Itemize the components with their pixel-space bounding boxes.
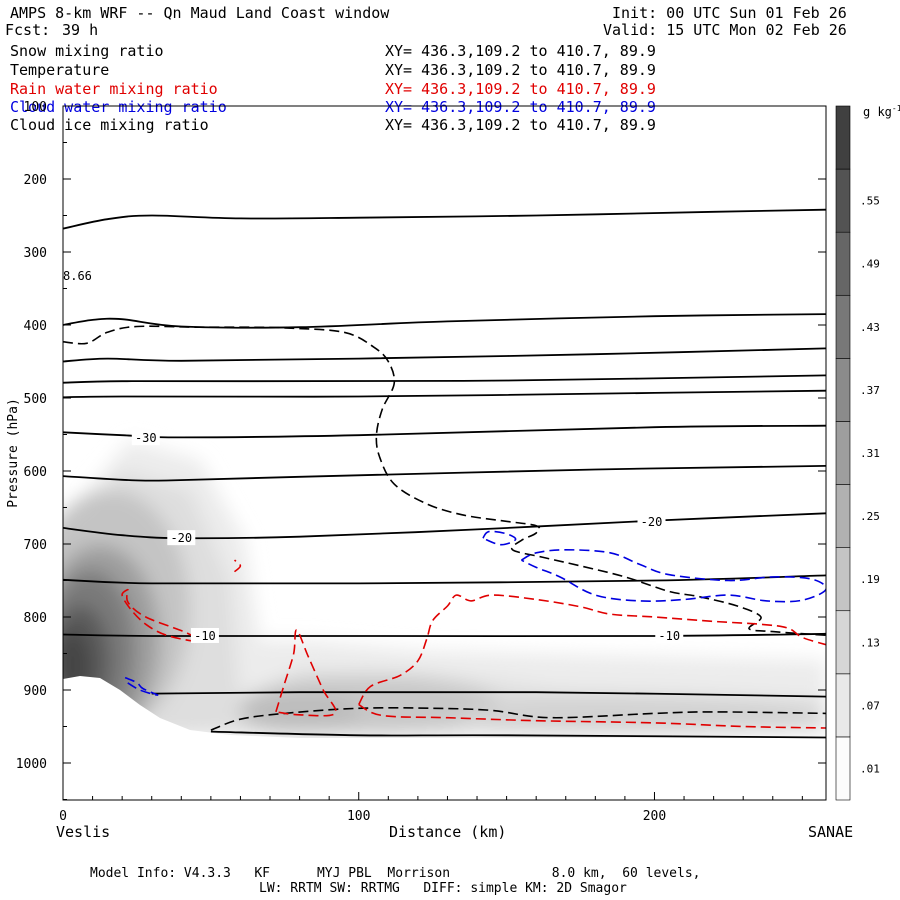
- temp-label-4: -10: [658, 629, 680, 643]
- isotherm-8: [63, 574, 826, 585]
- field-cloudice-name: Cloud ice mixing ratio: [10, 116, 209, 134]
- colorbar-label-5: .31: [860, 447, 880, 460]
- isotherm-0: [63, 208, 826, 230]
- y-tick-label-500: 500: [24, 392, 47, 407]
- terrain: [63, 676, 826, 800]
- y-tick-label-200: 200: [24, 173, 47, 188]
- x-axis-title: Distance (km): [389, 823, 507, 841]
- isotherm-4: [63, 389, 826, 399]
- colorbar-bin-6: [835, 358, 851, 422]
- field-rain-xy: XY= 436.3,109.2 to 410.7, 89.9: [385, 80, 656, 98]
- temp-label-2: -20: [641, 515, 663, 529]
- colorbar-label-4: .25: [860, 510, 880, 523]
- colorbar-label-8: .49: [860, 258, 880, 271]
- colorbar-label-0: .01: [860, 762, 880, 775]
- colorbar-unit: g kg-1: [863, 104, 900, 119]
- colorbar-label-7: .43: [860, 321, 880, 334]
- field-snow-xy: XY= 436.3,109.2 to 410.7, 89.9: [385, 42, 656, 60]
- colorbar-bin-5: [835, 421, 851, 485]
- colorbar: .01 .07 .13 .19 .25 .31 .37 .43 .49 .55: [835, 105, 880, 801]
- rain-contour-2: [275, 629, 337, 717]
- x-tick-label-100: 100: [347, 809, 370, 824]
- x-tick-label-200: 200: [643, 809, 666, 824]
- cloud-water-contour-0: [482, 530, 517, 546]
- field-temp-name: Temperature: [10, 61, 110, 79]
- temp-label-bg-3: [190, 627, 219, 643]
- y-tick-label-400: 400: [24, 319, 47, 334]
- isotherm-5: [63, 424, 826, 439]
- valid-time: Valid: 15 UTC Mon 02 Feb 26: [603, 21, 847, 39]
- temp-label-3: -10: [194, 629, 216, 643]
- footer-line2: LW: RRTM SW: RRTMG DIFF: simple KM: 2D S…: [259, 881, 627, 896]
- y-tick-label-800: 800: [24, 611, 47, 626]
- y-tick-label-900: 900: [24, 684, 47, 699]
- temp-label-bg-4: [655, 627, 684, 643]
- isotherm-6: [63, 465, 826, 482]
- colorbar-bin-1: [835, 673, 851, 738]
- y-tick-label-300: 300: [24, 246, 47, 261]
- forecast-label: Fcst:: [5, 21, 51, 39]
- y-tick-label-600: 600: [24, 465, 47, 480]
- init-time: Init: 00 UTC Sun 01 Feb 26: [612, 4, 847, 22]
- colorbar-label-3: .19: [860, 573, 880, 586]
- colorbar-label-2: .13: [860, 636, 880, 649]
- colorbar-bin-0: [835, 736, 851, 801]
- forecast-value: 39 h: [62, 21, 99, 39]
- isotherm-1: [63, 313, 826, 329]
- colorbar-label-9: .55: [860, 195, 880, 208]
- cloud-ice-contour-2: [210, 706, 826, 731]
- rain-contour-1: [233, 559, 242, 573]
- temp-label-1: -20: [170, 531, 192, 545]
- x-endpoint-left: Veslis: [56, 823, 111, 841]
- footer-line1: Model Info: V4.3.3 KF MYJ PBL Morrison 8…: [90, 866, 701, 881]
- y-tick-label-1000: 1000: [16, 757, 47, 772]
- colorbar-bin-3: [835, 547, 851, 612]
- colorbar-bin-10: [835, 105, 851, 170]
- plot-frame: [62, 105, 827, 801]
- colorbar-label-6: .37: [860, 384, 880, 397]
- y-axis-title: Pressure (hPa): [6, 398, 21, 508]
- temp-label-bg-1: [167, 530, 196, 546]
- temp-label-bg-2: [637, 514, 666, 530]
- rain-contour-4: [358, 703, 826, 729]
- cloud-water-contour-2: [124, 676, 159, 696]
- y-tick-label-100: 100: [24, 100, 47, 115]
- isotherm-7: [63, 512, 826, 540]
- field-cloudice-xy: XY= 436.3,109.2 to 410.7, 89.9: [385, 116, 656, 134]
- field-cloudwater-name: Cloud water mixing ratio: [10, 98, 227, 116]
- colorbar-bin-2: [835, 610, 851, 675]
- rain-contour-3: [358, 594, 826, 706]
- field-cloudwater-xy: XY= 436.3,109.2 to 410.7, 89.9: [385, 98, 656, 116]
- temp-label-bg-0: [131, 430, 160, 446]
- chart-title: AMPS 8-km WRF -- Qn Maud Land Coast wind…: [10, 4, 390, 22]
- colorbar-bin-7: [835, 294, 851, 359]
- cloud-ice-contour: [63, 325, 826, 637]
- isotherm-3: [63, 374, 826, 384]
- colorbar-bin-8: [835, 231, 851, 296]
- isotherm-11: [210, 730, 826, 739]
- colorbar-bin-9: [835, 168, 851, 233]
- x-endpoint-right: SANAE: [808, 823, 854, 841]
- colorbar-bin-4: [835, 484, 851, 548]
- field-temp-xy: XY= 436.3,109.2 to 410.7, 89.9: [385, 61, 656, 79]
- x-tick-label-0: 0: [59, 809, 67, 824]
- temp-label-0: -30: [135, 431, 157, 445]
- field-rain-name: Rain water mixing ratio: [10, 80, 218, 98]
- y-tick-label-700: 700: [24, 538, 47, 553]
- isotherm-9: [63, 632, 826, 638]
- field-snow-name: Snow mixing ratio: [10, 42, 164, 60]
- cloud-water-contour-1: [521, 548, 826, 603]
- colorbar-label-1: .07: [860, 699, 880, 712]
- rain-contour-0: [121, 588, 199, 642]
- isotherm-2: [63, 347, 826, 363]
- isotherm-10: [151, 690, 826, 698]
- max-annotation: 8.66: [63, 269, 92, 283]
